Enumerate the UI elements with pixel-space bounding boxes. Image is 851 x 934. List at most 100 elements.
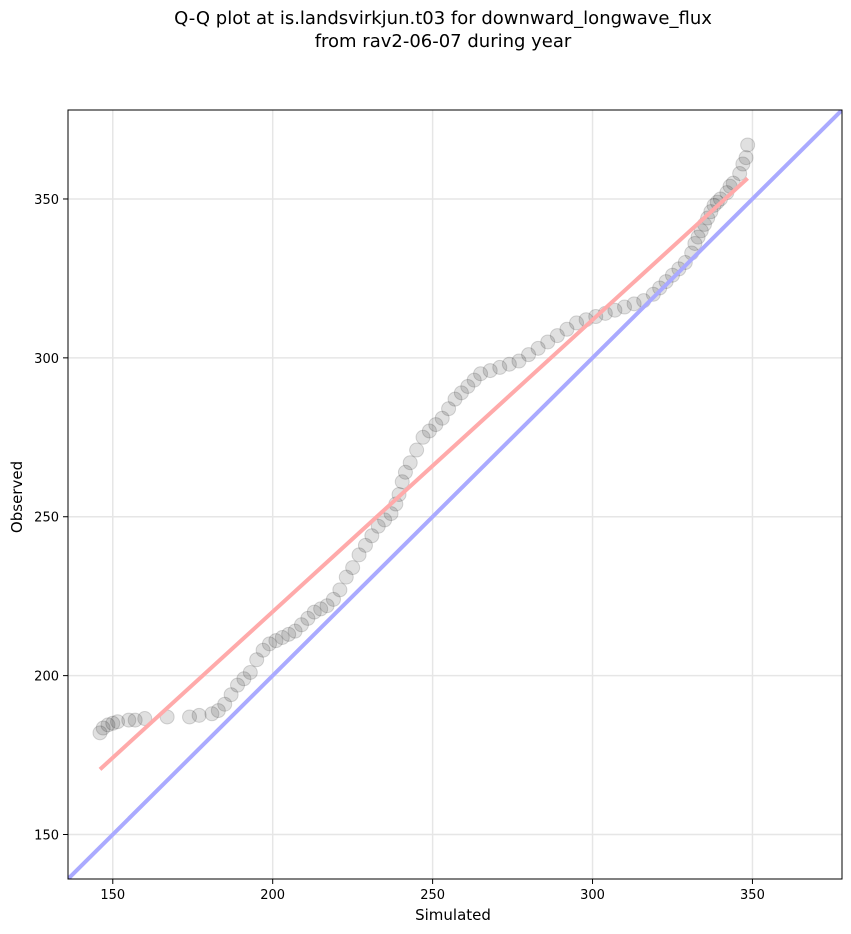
qq-point — [473, 366, 489, 382]
y-tick-label: 350 — [34, 193, 59, 208]
qq-point — [559, 321, 575, 337]
qq-point — [191, 707, 207, 723]
x-axis-label: Simulated — [415, 906, 491, 924]
qq-point — [137, 711, 153, 727]
qq-point — [549, 328, 565, 344]
y-axis-label: Observed — [8, 461, 26, 533]
qq-point — [261, 636, 277, 652]
qq-point — [482, 363, 498, 379]
qq-point — [100, 717, 116, 733]
qq-point — [182, 709, 198, 725]
qq-point — [607, 302, 623, 318]
qq-point — [540, 334, 556, 350]
qq-point — [255, 642, 271, 658]
identity-line — [68, 110, 842, 879]
y-tick-label: 200 — [34, 670, 59, 685]
qq-point — [441, 401, 457, 417]
qq-point — [95, 720, 111, 736]
qq-point — [428, 417, 444, 433]
qq-point — [740, 137, 756, 153]
qq-points — [92, 137, 756, 741]
qq-point — [664, 267, 680, 283]
qq-point — [421, 423, 437, 439]
axes: 150 200 250 300 350 150 200 250 300 350 — [34, 109, 843, 903]
qq-point — [306, 604, 322, 620]
x-tick-label: 350 — [740, 888, 765, 903]
y-tick-label: 300 — [34, 352, 59, 367]
qq-point — [687, 235, 703, 251]
qq-point — [364, 528, 380, 544]
qq-point — [447, 391, 463, 407]
qq-point — [569, 315, 585, 331]
qq-point — [242, 664, 258, 680]
qq-point — [521, 347, 537, 363]
qq-point — [338, 569, 354, 585]
qq-point — [434, 410, 450, 426]
qq-point — [460, 378, 476, 394]
qq-point — [110, 714, 126, 730]
qq-point — [377, 512, 393, 528]
qq-point — [332, 582, 348, 598]
qq-point — [217, 696, 233, 712]
qq-point — [530, 340, 546, 356]
qq-point — [383, 506, 399, 522]
qq-point — [300, 610, 316, 626]
qq-point — [394, 474, 410, 490]
x-tick-label: 150 — [100, 888, 125, 903]
qq-point — [466, 372, 482, 388]
y-tick-label: 250 — [34, 511, 59, 526]
qq-point — [658, 274, 674, 290]
y-tick-label: 150 — [34, 829, 59, 844]
qq-point — [626, 296, 642, 312]
qq-point — [415, 429, 431, 445]
qq-point — [690, 229, 706, 245]
grid — [68, 110, 842, 879]
qq-point — [92, 725, 108, 741]
qq-point — [492, 359, 508, 375]
qq-point — [402, 455, 418, 471]
qq-point — [204, 706, 220, 722]
qq-point — [501, 356, 517, 372]
qq-point — [652, 280, 668, 296]
qq-point — [281, 626, 297, 642]
qq-point — [345, 560, 361, 576]
x-tick-label: 250 — [420, 888, 445, 903]
qq-point — [210, 703, 226, 719]
qq-point — [738, 150, 754, 166]
chart-title-line-2: from rav2-06-07 during year — [314, 31, 572, 52]
qq-point — [409, 442, 425, 458]
qq-point — [677, 255, 693, 271]
qq-point — [700, 210, 716, 226]
x-tick-label: 200 — [260, 888, 285, 903]
qq-point — [319, 598, 335, 614]
qq-point — [249, 652, 265, 668]
qq-point — [325, 591, 341, 607]
qq-point — [453, 385, 469, 401]
qq-point — [293, 617, 309, 633]
x-tick-label: 300 — [580, 888, 605, 903]
qq-point — [671, 261, 687, 277]
qq-point — [735, 156, 751, 172]
qq-point — [397, 464, 413, 480]
qq-point — [511, 353, 527, 369]
qq-point — [274, 629, 290, 645]
qq-point — [313, 601, 329, 617]
fit-line — [98, 176, 749, 771]
chart-title-line-1: Q-Q plot at is.landsvirkjun.t03 for down… — [174, 8, 712, 29]
qq-point — [357, 537, 373, 553]
reference-lines — [68, 110, 842, 879]
qq-point — [230, 677, 246, 693]
qq-point — [236, 671, 252, 687]
qq-point — [127, 712, 143, 728]
qq-point — [223, 687, 239, 703]
qq-point — [617, 299, 633, 315]
qq-point — [121, 712, 137, 728]
qq-point — [645, 286, 661, 302]
qq-point — [287, 623, 303, 639]
qq-point — [105, 715, 121, 731]
plot-frame — [67, 109, 843, 880]
qq-point — [351, 547, 367, 563]
qq-point — [370, 518, 386, 534]
qq-point — [706, 197, 722, 213]
